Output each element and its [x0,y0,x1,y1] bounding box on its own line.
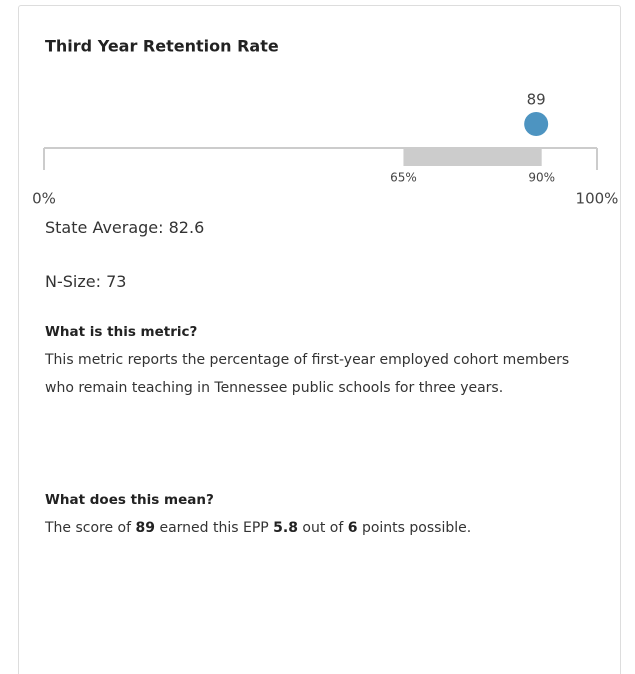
meaning-text: The score of 89 earned this EPP 5.8 out … [45,515,590,543]
card [18,5,621,674]
meaning-part: out of [297,520,348,536]
n-size: N-Size: 73 [45,272,127,291]
meaning-part: points possible. [357,520,472,536]
meaning-number: 89 [135,520,155,536]
metric-heading: What is this metric? [45,324,198,340]
meaning-number: 5.8 [273,520,298,536]
band-label: 65% [390,171,417,185]
score-dot [524,112,549,136]
score-label: 89 [527,91,546,109]
x-tick-label: 0% [32,190,56,208]
gauge: Third Year Retention Rate 0% 100% 65% 90% 89 [32,37,619,208]
meaning-heading: What does this mean? [45,492,214,508]
benchmark-band [403,148,542,166]
meaning-part: earned this EPP [155,520,274,536]
meaning-part: The score of [45,520,136,536]
x-tick-label: 100% [576,190,619,208]
title: Third Year Retention Rate [45,37,279,56]
state-average: State Average: 82.6 [45,218,205,237]
metric-text: This metric reports the percentage of fi… [45,352,570,396]
band-label: 90% [528,171,555,185]
meaning-number: 6 [347,520,358,536]
